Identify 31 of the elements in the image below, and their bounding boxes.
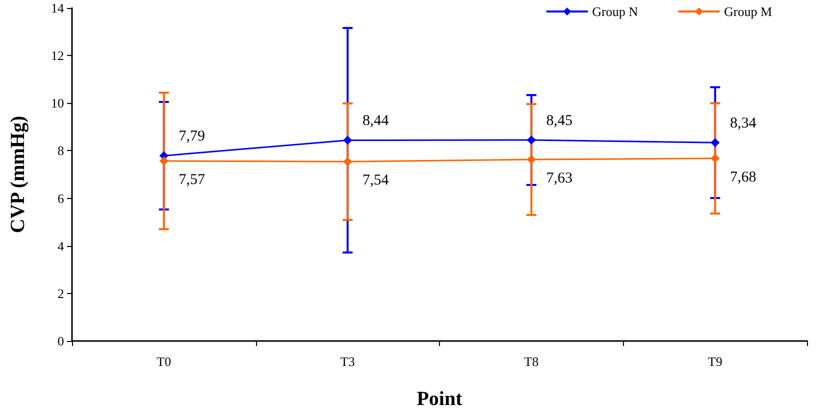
y-tick-label: 6 [58,190,64,206]
x-tick-label: T3 [340,354,355,369]
data-label: 7,63 [546,170,572,187]
data-label: 7,54 [362,172,390,189]
data-label: 8,44 [362,113,390,130]
point [526,155,536,164]
point [343,136,352,145]
x-tick-label: T0 [156,354,172,369]
point [159,156,168,166]
data-label: 7,79 [178,128,205,145]
point [710,138,720,148]
y-tick-label: 8 [58,143,64,158]
data-label: 7,68 [730,169,756,186]
x-tick-label: T8 [524,354,539,369]
y-tick-label: 12 [51,48,64,64]
x-axis-title: Point [416,388,463,410]
y-tick-label: 2 [58,286,64,301]
legend-label: Group M [724,4,772,19]
x-tick-label: T9 [708,354,722,369]
y-tick-label: 0 [58,334,64,348]
point [710,154,720,163]
data-label: 8,34 [730,116,757,132]
legend-label: Group N [592,4,639,19]
y-tick-label: 4 [58,238,64,254]
y-tick-label: 14 [51,0,64,16]
point [343,157,352,166]
data-label: 7,57 [178,172,206,188]
y-tick-label: 10 [51,96,64,111]
point [526,136,536,145]
data-label: 8,45 [546,113,572,130]
y-axis-title: CVP (mmHg) [7,116,29,234]
